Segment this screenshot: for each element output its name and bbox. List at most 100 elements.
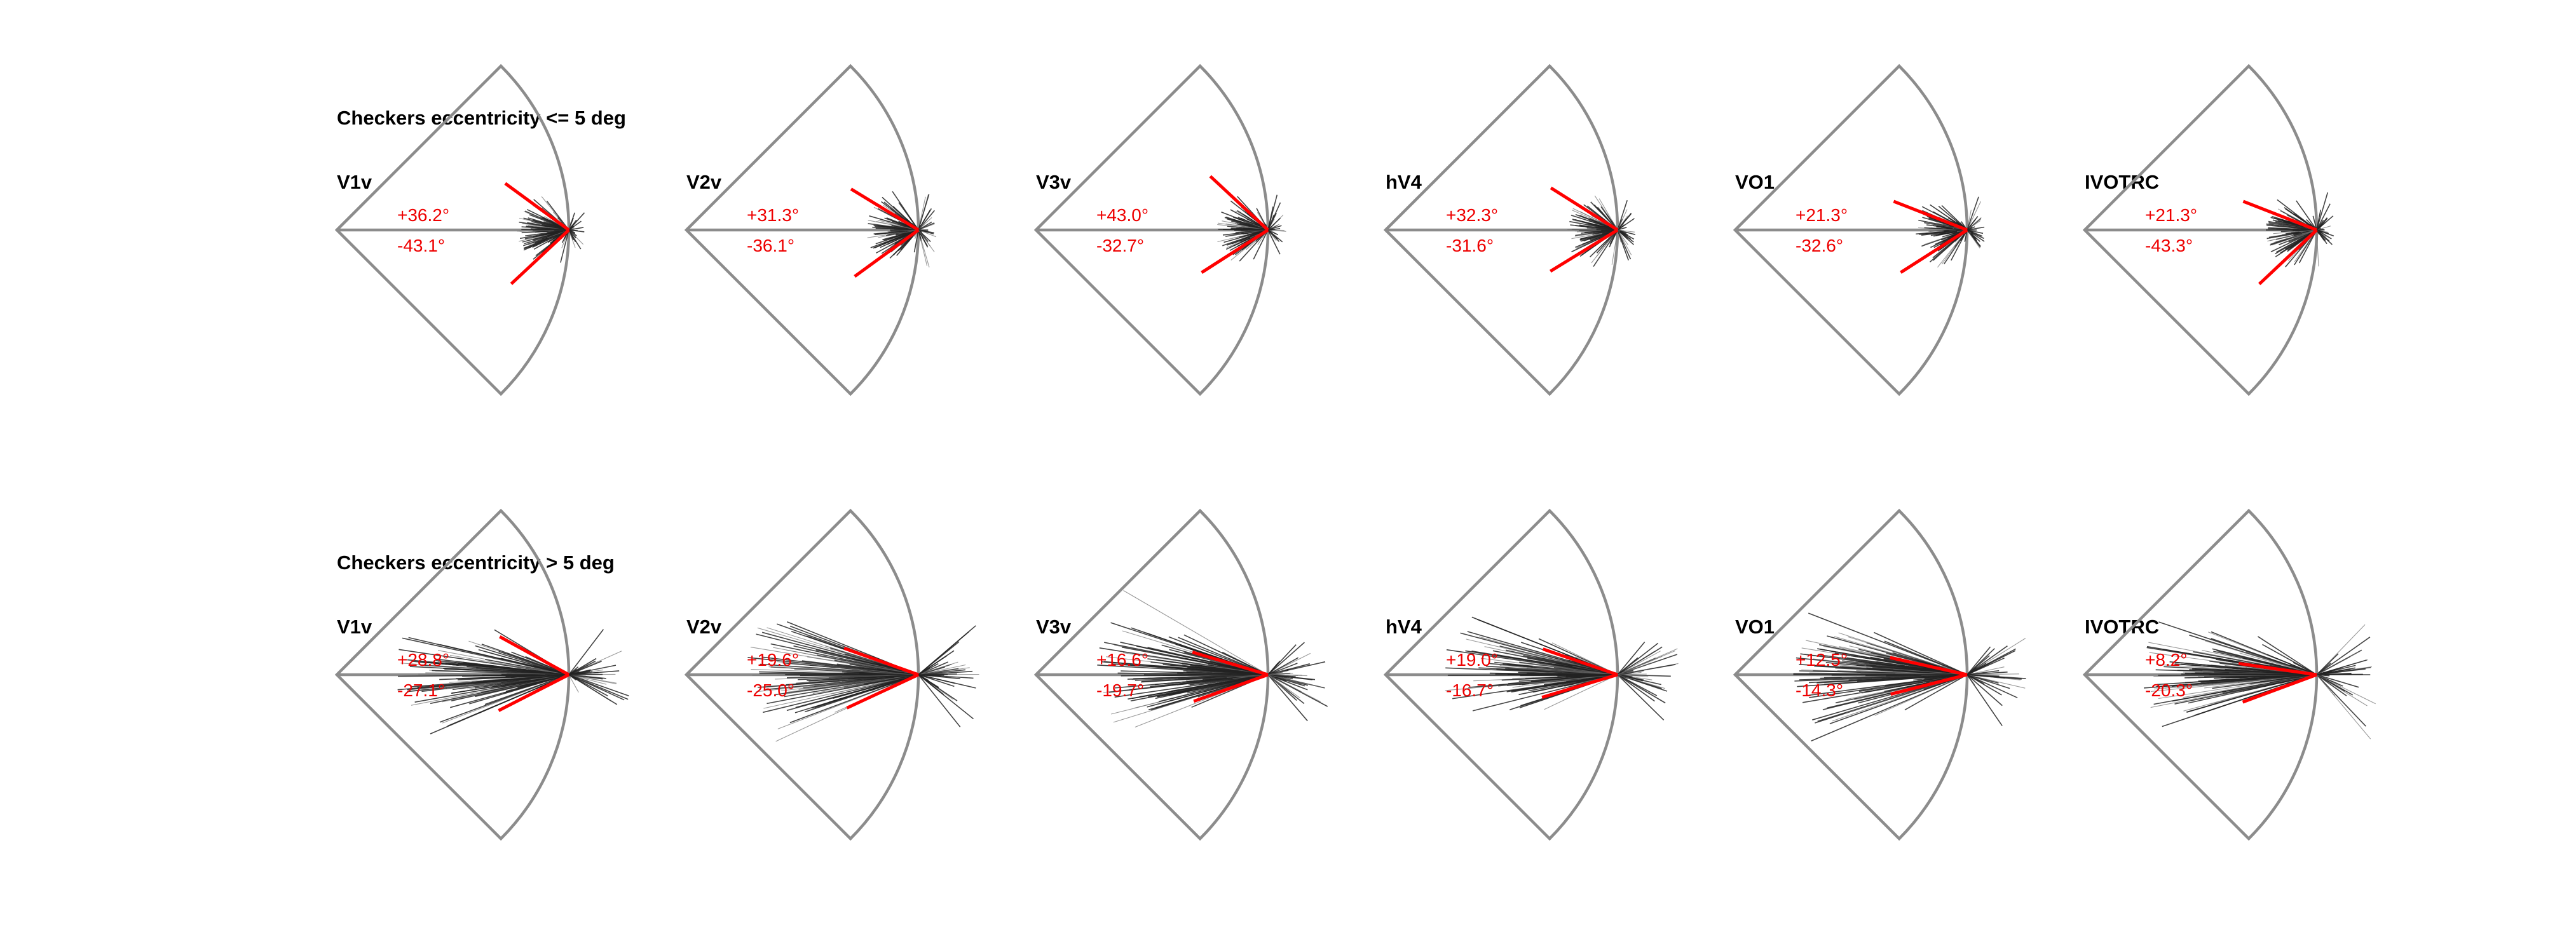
panel-title: V2v [686,616,722,638]
upper-angle-line [1890,656,1968,677]
fan-line [568,212,585,231]
fan-line [768,666,919,675]
fan-line [918,194,930,231]
fan-lines [397,629,629,734]
fan-line [568,629,604,675]
fan-lines [2266,192,2334,267]
fan-line [2316,674,2376,705]
fan-line [531,221,569,231]
lower-angle-label: -43.1° [397,236,445,255]
panel-title: hV4 [1386,616,1422,638]
fan-line [568,670,620,675]
upper-angle-line [1209,175,1269,231]
lower-angle-label: -20.3° [2145,680,2193,700]
fan-line [2212,648,2317,675]
fan-line [568,674,629,697]
upper-angle-line [504,182,570,232]
fan-line [875,229,919,245]
fan-line [1617,674,1625,681]
fan-line [1617,642,1659,675]
fan-line [1544,674,1618,710]
panel-v1v-row0: V1v +36.2° -43.1° [334,64,585,396]
panel-title: V1v [337,171,372,193]
fan-line [498,651,569,675]
fan-line [1966,196,1979,231]
fan-line [1617,646,1663,675]
lower-angle-label: -25.0° [747,680,794,700]
fan-line [1267,670,1287,675]
fan-line [2316,229,2334,237]
lower-angle-label: -27.1° [397,680,445,700]
fan-line [1966,663,1987,675]
upper-angle-label: +21.3° [2145,205,2197,225]
fan-line [1966,666,2005,675]
fan-line [2316,674,2354,696]
fan-line [2316,192,2329,231]
fan-line [918,641,960,675]
fan-line [2316,674,2347,697]
fan-line [1617,229,1621,232]
fan-line [1617,674,1655,702]
fan-line [2184,674,2317,684]
fan-line [918,229,929,232]
fan-line [1617,674,1633,680]
fan-line [1617,648,1678,675]
fan-line [1267,674,1321,703]
upper-angle-line [2238,661,2317,677]
fan-line [2257,636,2317,675]
fan-line [2316,229,2319,267]
fan-line [913,229,919,253]
fan-line [1617,668,1647,675]
fan-line [1518,674,1618,682]
fan-line [773,647,919,675]
fan-line [1617,213,1632,231]
fan-line [2296,200,2317,231]
fan-line [1253,229,1269,260]
fan-line [1617,641,1646,675]
fan-lines [1793,612,2026,742]
fan-line [1944,229,1968,264]
fan-line [2239,652,2317,675]
fan-line [1904,674,1968,711]
fan-line [763,674,919,713]
fan-line [2316,637,2371,675]
fan-line [869,215,919,231]
fan-line [918,667,970,675]
fan-line [1267,642,1305,675]
fan-line [1829,674,1968,725]
fan-line [1611,229,1618,265]
fan-line [775,674,919,680]
row-title-large-eccentricity: Checkers eccentricity > 5 deg [337,551,615,574]
panel-title: VO1 [1735,616,1775,638]
fan-line [1617,200,1628,231]
fan-line [1893,668,1968,675]
fan-line [1816,674,1968,684]
fan-line [1966,645,2008,675]
fan-line [2316,653,2339,675]
panel-title: VO1 [1735,171,1775,193]
fan-line [918,674,974,720]
fan-line [1874,674,1968,716]
panel-ivotrc-row0: IVOTRC +21.3° -43.3° [2082,64,2334,396]
fan-line [765,674,919,691]
fan-line [763,674,919,709]
fan-line [814,674,919,708]
lower-angle-label: -36.1° [747,236,794,255]
fan-line [1617,218,1635,231]
fan-line [1248,227,1269,231]
fan-line [1227,674,1269,678]
panel-v3v-row0: V3v +43.0° -32.7° [1033,64,1286,396]
fan-line [1267,674,1291,694]
fan-lines [517,196,585,263]
upper-angle-label: +31.3° [747,205,799,225]
fan-line [1966,674,2003,726]
fan-line [2158,621,2317,675]
fan-line [2316,673,2352,675]
panel-ivotrc-row1: IVOTRC +8.2° -20.3° [2082,508,2376,841]
fan-line [2211,631,2317,675]
fan-line [414,674,569,703]
fan-line [568,674,580,680]
fan-line [1617,673,1647,675]
fan-line [887,229,919,232]
fan-line [1966,674,2026,689]
